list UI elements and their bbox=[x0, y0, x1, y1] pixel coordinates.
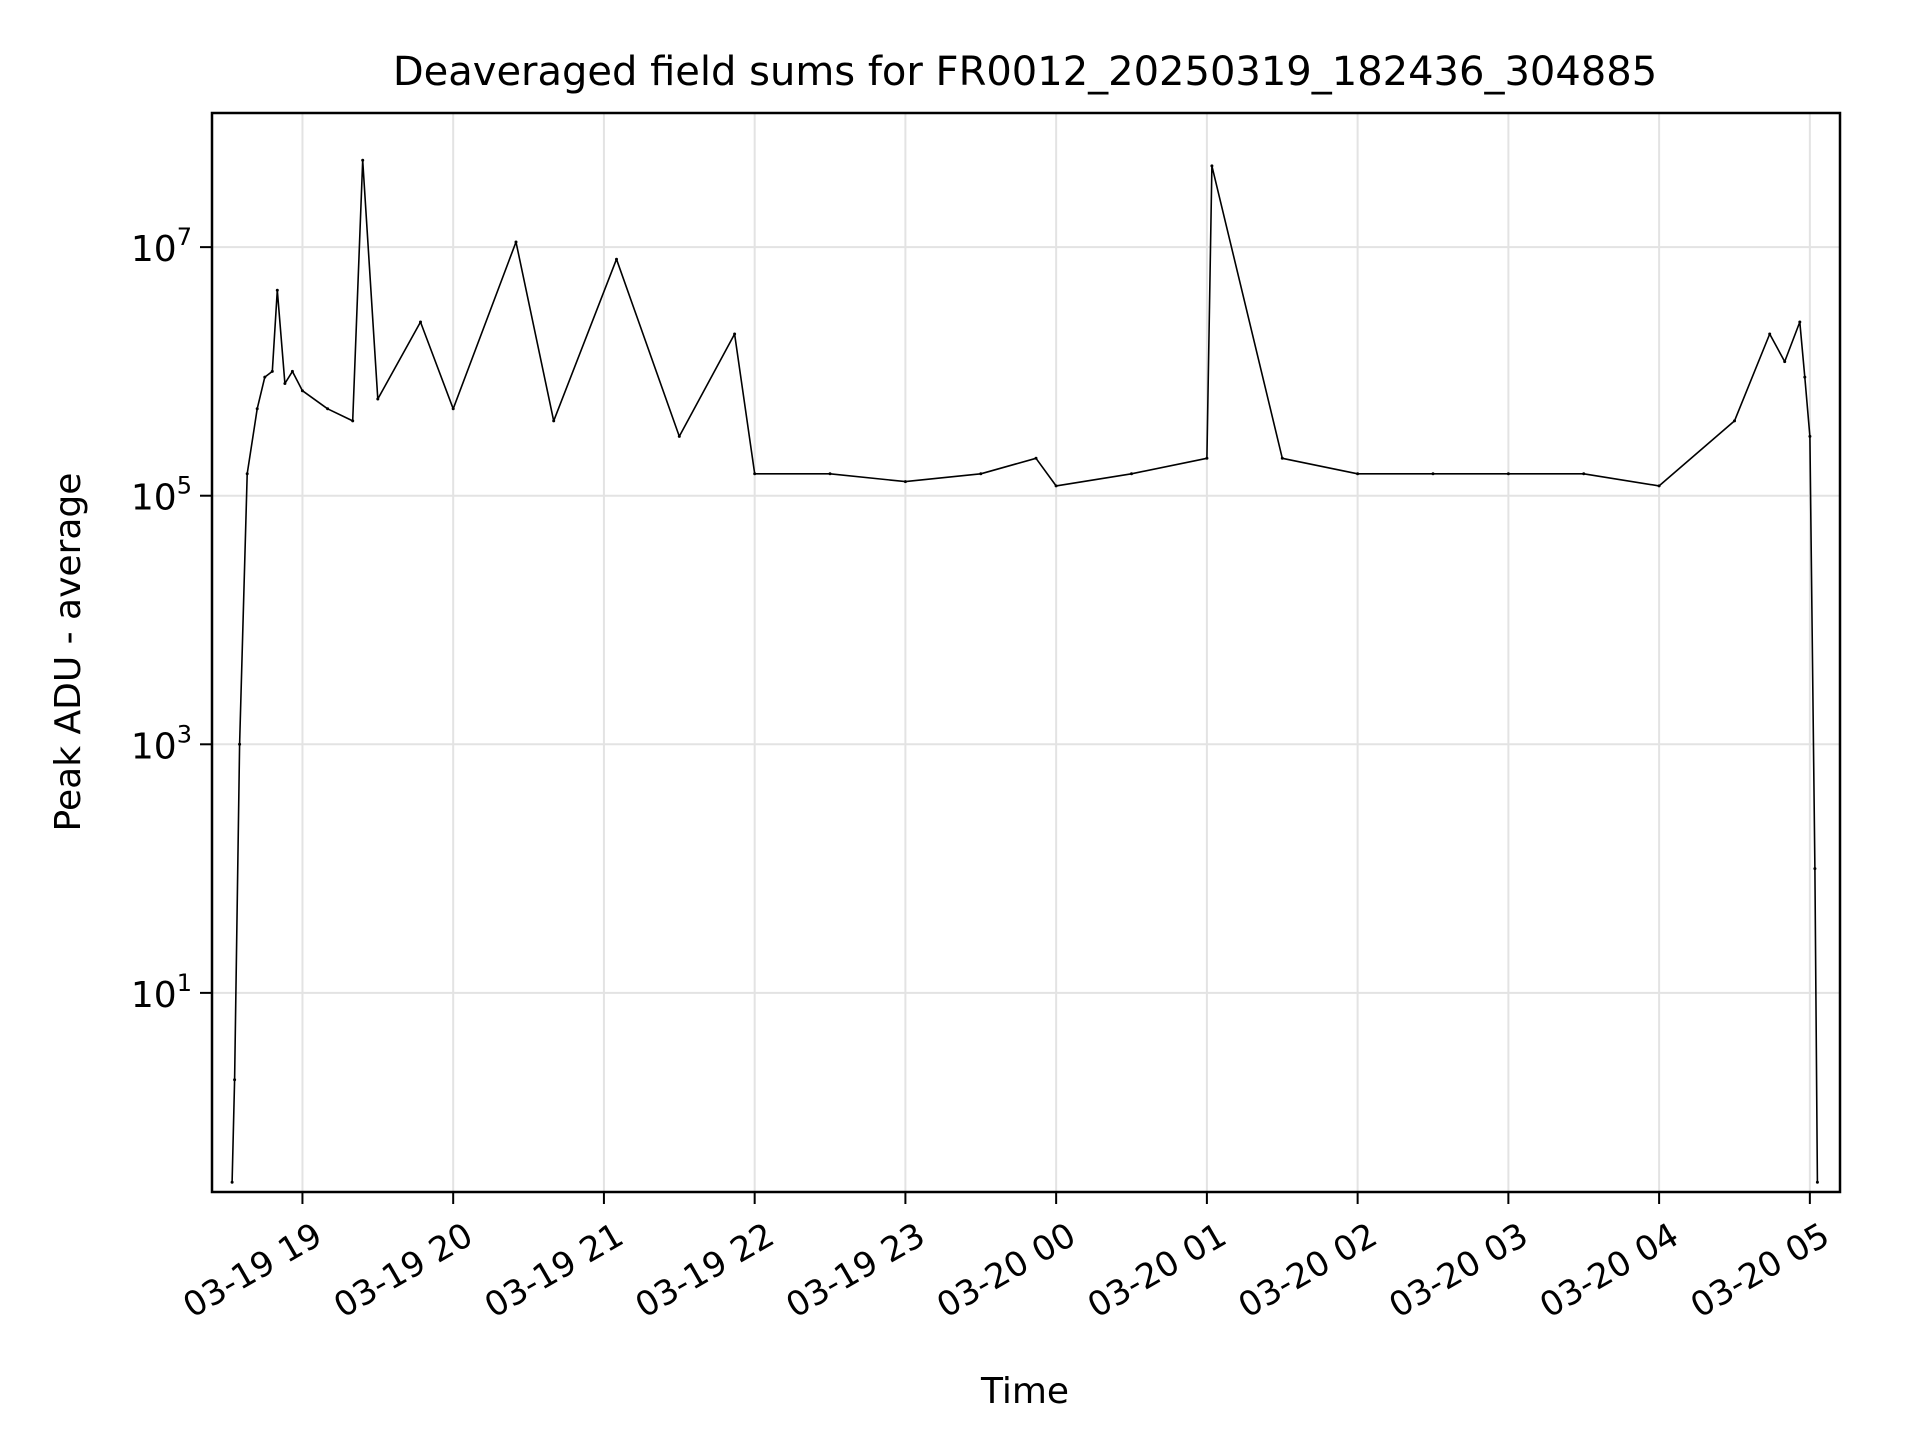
data-point bbox=[615, 257, 618, 261]
data-point bbox=[300, 389, 304, 393]
data-point bbox=[1798, 320, 1802, 324]
y-tick-label: 105 bbox=[131, 472, 192, 519]
data-point bbox=[351, 419, 355, 423]
data-point bbox=[245, 472, 249, 476]
data-point bbox=[1733, 419, 1736, 423]
y-tick-label: 107 bbox=[131, 223, 192, 270]
data-point bbox=[283, 382, 287, 385]
data-point bbox=[290, 369, 294, 373]
data-point bbox=[1808, 434, 1812, 438]
data-point bbox=[1205, 456, 1209, 460]
data-point bbox=[677, 434, 681, 438]
data-point bbox=[1356, 472, 1360, 476]
data-point bbox=[733, 332, 737, 336]
chart-title: Deaveraged field sums for FR0012_2025031… bbox=[393, 49, 1657, 95]
data-point bbox=[361, 158, 365, 162]
data-point bbox=[1582, 472, 1586, 476]
data-point bbox=[1768, 332, 1772, 336]
data-point bbox=[230, 1180, 234, 1184]
y-tick-label: 101 bbox=[131, 969, 192, 1016]
y-tick-label: 103 bbox=[131, 720, 192, 767]
data-point bbox=[1431, 472, 1435, 476]
data-point bbox=[1815, 1180, 1819, 1184]
y-axis-label: Peak ADU - average bbox=[48, 473, 89, 832]
x-axis-label: Time bbox=[980, 1371, 1069, 1412]
grid bbox=[212, 113, 1840, 1192]
data-point bbox=[1054, 484, 1058, 488]
data-point bbox=[1783, 360, 1787, 364]
data-point bbox=[1280, 456, 1284, 460]
data-point bbox=[552, 419, 556, 423]
data-point bbox=[275, 288, 279, 292]
data-point bbox=[326, 407, 330, 411]
data-point bbox=[263, 375, 267, 379]
data-point bbox=[233, 1078, 237, 1082]
y-ticks: 101 103 105 107 bbox=[131, 223, 212, 1016]
data-point bbox=[1813, 867, 1817, 871]
data-point bbox=[1803, 375, 1807, 379]
data-point bbox=[903, 480, 907, 484]
data-point bbox=[1210, 164, 1214, 168]
data-point bbox=[753, 472, 757, 476]
data-point bbox=[828, 472, 832, 476]
data-point bbox=[451, 407, 455, 411]
data-point bbox=[376, 397, 380, 401]
data-point bbox=[1506, 472, 1510, 476]
data-point bbox=[1034, 456, 1038, 460]
data-point bbox=[979, 472, 983, 476]
data-point bbox=[514, 240, 518, 244]
plot-frame bbox=[210, 111, 1842, 1194]
data-point bbox=[270, 369, 274, 373]
data-point bbox=[1657, 484, 1661, 488]
data-point bbox=[238, 742, 242, 746]
data-point bbox=[255, 407, 259, 411]
data-point bbox=[419, 320, 422, 324]
data-layer bbox=[230, 158, 1819, 1184]
data-point bbox=[1130, 472, 1133, 476]
